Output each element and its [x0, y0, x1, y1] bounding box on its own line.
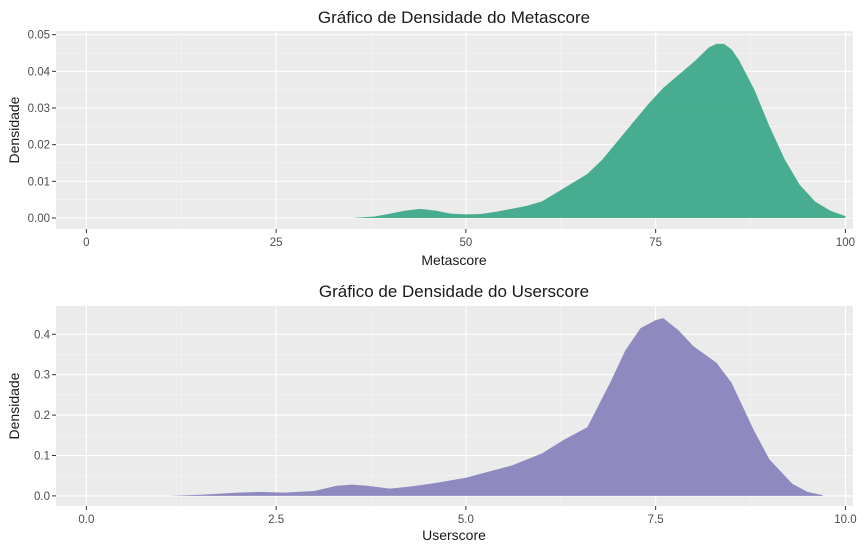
userscore-y-tick-label: 0.0: [34, 491, 50, 503]
userscore-y-tick-label: 0.4: [34, 329, 51, 341]
metascore-density-area: [352, 43, 846, 218]
metascore-x-axis-label: Metascore: [421, 252, 487, 268]
metascore-x-tick-label: 0: [83, 237, 89, 249]
userscore-x-tick-label: 10.0: [834, 514, 856, 526]
userscore-y-tick-label: 0.2: [34, 410, 50, 422]
userscore-y-tick-label: 0.3: [34, 370, 50, 382]
metascore-y-axis-label: Densidade: [6, 96, 22, 163]
metascore-y-axis: 0.00 0.01 0.02 0.03 0.04 0.05: [28, 30, 56, 225]
userscore-x-tick-label: 2.5: [268, 514, 284, 526]
userscore-x-tick-label: 0.0: [78, 514, 94, 526]
metascore-y-tick-label: 0.04: [28, 66, 51, 78]
userscore-x-axis: 0.0 2.5 5.0 7.5 10.0: [78, 506, 857, 526]
metascore-x-tick-label: 25: [270, 237, 283, 249]
userscore-chart-title: Gráfico de Densidade do Userscore: [319, 282, 589, 301]
userscore-x-axis-label: Userscore: [422, 527, 486, 543]
userscore-y-tick-label: 0.1: [34, 450, 50, 462]
metascore-y-tick-label: 0.00: [28, 213, 50, 225]
metascore-y-tick-label: 0.05: [28, 30, 50, 42]
metascore-y-tick-label: 0.01: [28, 176, 50, 188]
metascore-y-tick-label: 0.02: [28, 140, 50, 152]
userscore-chart: Gráfico de Densidade do Userscore 0.0 0.1…: [6, 282, 857, 543]
userscore-y-axis: 0.0 0.1 0.2 0.3 0.4: [34, 329, 56, 503]
metascore-x-tick-label: 50: [459, 237, 472, 249]
metascore-x-axis: 0 25 50 75 100: [83, 229, 855, 249]
metascore-y-tick-label: 0.03: [28, 103, 50, 115]
metascore-x-tick-label: 100: [836, 237, 855, 249]
metascore-chart-title: Gráfico de Densidade do Metascore: [318, 8, 590, 27]
userscore-density-area: [169, 318, 823, 496]
metascore-chart: Gráfico de Densidade do Metascore 0.000.…: [6, 8, 855, 268]
userscore-x-tick-label: 7.5: [648, 514, 664, 526]
userscore-y-axis-label: Densidade: [6, 372, 22, 439]
metascore-x-tick-label: 75: [649, 237, 662, 249]
userscore-x-tick-label: 5.0: [458, 514, 474, 526]
